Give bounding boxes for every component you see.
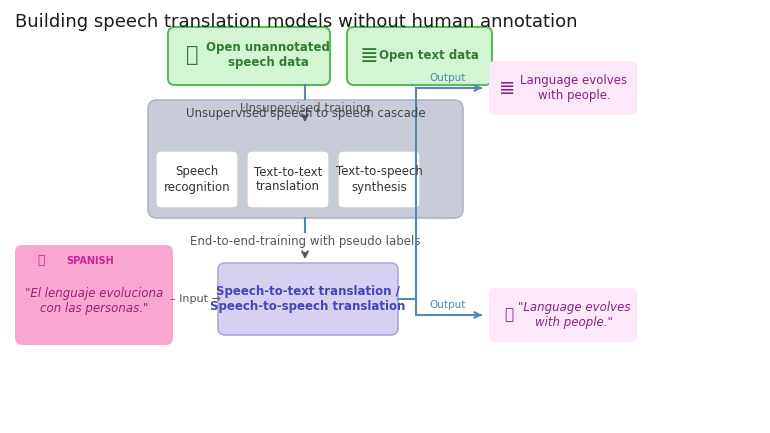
- Text: "El lenguaje evoluciona
con las personas.": "El lenguaje evoluciona con las personas…: [25, 287, 163, 315]
- Text: Text-to-text
translation: Text-to-text translation: [254, 165, 322, 194]
- Text: 🎤: 🎤: [186, 45, 198, 65]
- FancyBboxPatch shape: [168, 27, 330, 85]
- Text: Output: Output: [430, 300, 466, 310]
- FancyBboxPatch shape: [338, 151, 420, 208]
- Text: – Input →: – Input →: [170, 294, 221, 304]
- FancyBboxPatch shape: [15, 245, 173, 345]
- Text: Speech
recognition: Speech recognition: [164, 165, 230, 194]
- Text: Language evolves
with people.: Language evolves with people.: [521, 74, 628, 102]
- Text: Unsupervised training: Unsupervised training: [239, 102, 370, 115]
- Text: 🔊: 🔊: [504, 307, 514, 323]
- FancyBboxPatch shape: [347, 27, 492, 85]
- Text: Open text data: Open text data: [379, 49, 479, 62]
- Text: Open unannotated
speech data: Open unannotated speech data: [206, 41, 330, 69]
- FancyBboxPatch shape: [489, 61, 637, 115]
- FancyBboxPatch shape: [148, 100, 463, 218]
- Text: ≣: ≣: [360, 46, 378, 66]
- Text: Building speech translation models without human annotation: Building speech translation models witho…: [15, 13, 578, 31]
- Text: 🔊: 🔊: [37, 255, 45, 268]
- Text: ≣: ≣: [499, 78, 515, 97]
- FancyBboxPatch shape: [247, 151, 329, 208]
- FancyBboxPatch shape: [489, 288, 637, 342]
- FancyBboxPatch shape: [156, 151, 238, 208]
- Text: End-to-end-training with pseudo labels: End-to-end-training with pseudo labels: [189, 235, 420, 248]
- Text: Speech-to-text translation /
Speech-to-speech translation: Speech-to-text translation / Speech-to-s…: [210, 285, 406, 313]
- Text: Unsupervised speech to speech cascade: Unsupervised speech to speech cascade: [186, 107, 425, 120]
- Text: Text-to-speech
synthesis: Text-to-speech synthesis: [336, 165, 423, 194]
- Text: "Language evolves
with people.": "Language evolves with people.": [517, 301, 631, 329]
- FancyBboxPatch shape: [218, 263, 398, 335]
- Text: SPANISH: SPANISH: [66, 256, 114, 266]
- Text: Output: Output: [430, 73, 466, 83]
